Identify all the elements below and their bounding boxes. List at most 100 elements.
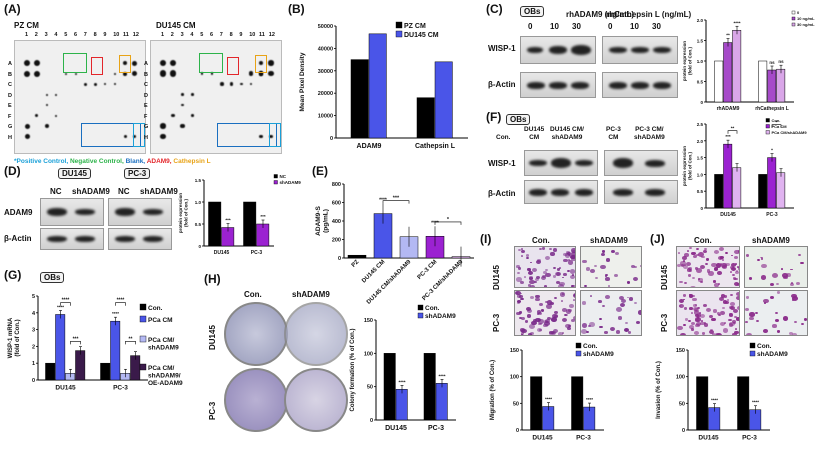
chart-i: 0 50 100 150 Migration (% of Con.) **** DU145 *…: [490, 342, 614, 442]
bar-F: [776, 172, 786, 209]
invasion-image-pc3-sh: [744, 290, 808, 336]
cell-speck: [519, 295, 523, 299]
cell-speck: [546, 304, 552, 309]
cell-speck: [700, 319, 704, 322]
legend-swatch: [575, 342, 582, 349]
cell-speck: [734, 315, 738, 319]
cell-speck: [534, 277, 540, 282]
cell-speck: [570, 274, 575, 279]
cell-speck: [535, 297, 541, 302]
cell-speck: [572, 293, 575, 299]
cell-speck: [709, 328, 713, 332]
y-tick-label: 100: [364, 351, 373, 357]
cell-speck: [530, 285, 535, 287]
cell-speck: [691, 251, 696, 256]
cell-speck: [571, 256, 575, 262]
y-tick-label: 4: [32, 311, 36, 317]
array-spot: [55, 93, 58, 96]
blot-c-actin-left: [520, 72, 596, 98]
cell-speck: [731, 273, 735, 277]
cell-speck: [694, 318, 700, 323]
cell-speck: [684, 253, 689, 257]
cell-speck: [722, 328, 728, 333]
blot-d-adam9-right: [108, 198, 172, 226]
colony-dish-pc3-sh: [284, 368, 348, 432]
array-col-number: 5: [200, 32, 204, 38]
significance-label: ***: [260, 214, 266, 219]
y-axis-label: Colony formation (% of Con.): [350, 329, 356, 412]
cell-speck: [689, 293, 692, 296]
significance-label: ****: [57, 304, 64, 309]
category-label: rhCathepsin L: [755, 106, 789, 112]
y-axis-label: Invasion (% of Con.): [656, 361, 662, 419]
cell-speck: [517, 271, 521, 275]
legend-label: Con.: [583, 343, 598, 350]
cell-speck: [719, 321, 725, 326]
cell-speck: [604, 331, 608, 334]
cell-speck: [535, 276, 540, 280]
significance-label: ****: [711, 398, 718, 403]
cell-speck: [615, 307, 622, 312]
cell-speck: [798, 253, 802, 257]
cell-speck: [535, 294, 541, 299]
cell-speck: [619, 295, 625, 300]
cell-speck: [556, 280, 561, 284]
cell-speck: [539, 329, 542, 331]
legend-swatch: [139, 363, 147, 371]
cell-speck: [690, 285, 696, 287]
cell-speck: [635, 320, 641, 325]
array-col-number: 3: [44, 32, 48, 38]
cell-speck: [626, 281, 631, 284]
cell-speck: [692, 276, 695, 279]
bar-F: [732, 167, 742, 209]
cell-speck: [722, 307, 725, 309]
bar-I: [530, 376, 543, 431]
legend-swatch: [575, 350, 582, 357]
cell-speck: [776, 330, 780, 333]
cell-speck: [519, 317, 522, 320]
cell-speck: [620, 303, 626, 308]
cell-speck: [694, 267, 698, 270]
cell-speck: [712, 308, 718, 313]
cell-speck: [549, 330, 554, 335]
legend-label: PCa CM: [148, 317, 173, 324]
cell-speck: [696, 313, 701, 317]
y-axis-label: protein expression(fold of Con.): [682, 41, 693, 82]
array-spot: [124, 72, 126, 75]
chart-g: 0 1 2 3 4 5 WISP-1 mRNA(fold of Con.) **** DU145…: [8, 294, 183, 392]
bar-C: [767, 69, 777, 103]
cell-speck: [566, 269, 570, 273]
cell-speck: [551, 317, 557, 322]
cell-speck: [686, 250, 690, 253]
cell-speck: [640, 264, 641, 267]
cell-speck: [734, 328, 738, 331]
cell-speck: [683, 324, 686, 327]
cell-speck: [682, 255, 687, 260]
cell-speck: [525, 256, 530, 260]
significance-bracket: [434, 221, 462, 225]
cell-speck: [631, 265, 636, 269]
array-spot: [200, 72, 204, 75]
cell-speck: [772, 272, 778, 278]
cell-speck: [687, 319, 692, 323]
y-tick-label: 5: [32, 294, 35, 300]
array-spot: [210, 72, 214, 75]
significance-label: **: [726, 33, 730, 38]
chart-d: 0 0.5 1.0 1.5 protein expression(fold of Con…: [178, 174, 301, 256]
cell-speck: [540, 309, 545, 313]
significance-label: ****: [752, 400, 759, 405]
blot-f-wisp1-right: [604, 150, 678, 176]
cell-speck: [570, 254, 575, 260]
array-spot: [35, 114, 39, 117]
array-row-letter: E: [8, 103, 12, 109]
cell-speck: [717, 283, 721, 286]
y-tick-label: 2.0: [697, 139, 704, 144]
legend-label: shADAM9: [757, 351, 788, 358]
cell-speck: [722, 265, 728, 269]
cell-speck: [735, 296, 739, 301]
cell-speck: [783, 275, 789, 280]
legend-label: 30 ng/mL: [797, 22, 815, 27]
cell-speck: [569, 304, 574, 308]
array-row-letter: A: [8, 61, 12, 67]
y-tick-label: 1.0: [697, 59, 704, 64]
